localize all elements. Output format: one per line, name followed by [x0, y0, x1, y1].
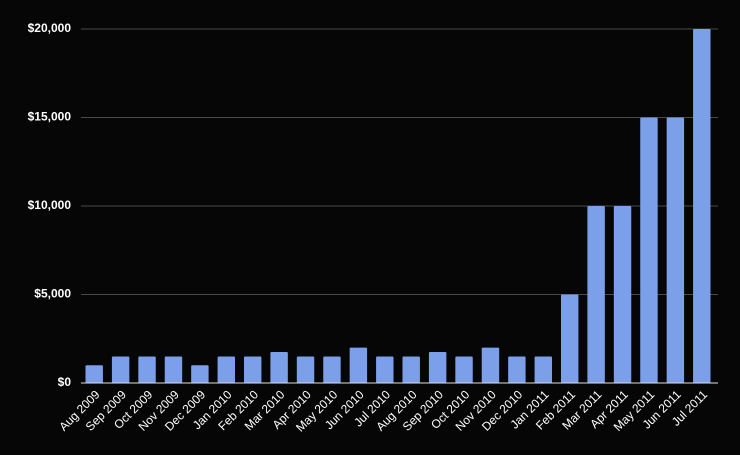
bar	[640, 117, 658, 383]
y-tick-label: $0	[58, 375, 72, 389]
y-tick-label: $20,000	[28, 21, 72, 35]
bar	[349, 347, 368, 383]
bar	[693, 29, 711, 383]
bar	[376, 356, 394, 383]
bar	[666, 117, 685, 383]
bar	[217, 356, 236, 383]
bar	[402, 356, 420, 383]
bar	[138, 356, 156, 383]
y-tick-label: $15,000	[28, 110, 72, 124]
y-tick-label: $5,000	[34, 287, 71, 301]
bar	[270, 352, 288, 383]
bar	[481, 347, 500, 383]
bar	[296, 356, 315, 383]
bar	[428, 352, 447, 383]
bar	[613, 206, 632, 383]
y-tick-label: $10,000	[28, 198, 72, 212]
bar	[323, 356, 341, 383]
bar	[534, 356, 553, 383]
bar	[455, 356, 473, 383]
bar	[243, 356, 262, 383]
bar	[85, 365, 103, 383]
bar	[508, 356, 526, 383]
bar	[560, 294, 579, 383]
bar	[111, 356, 130, 383]
bar	[164, 356, 183, 383]
bar	[587, 206, 605, 383]
bar	[191, 365, 209, 383]
